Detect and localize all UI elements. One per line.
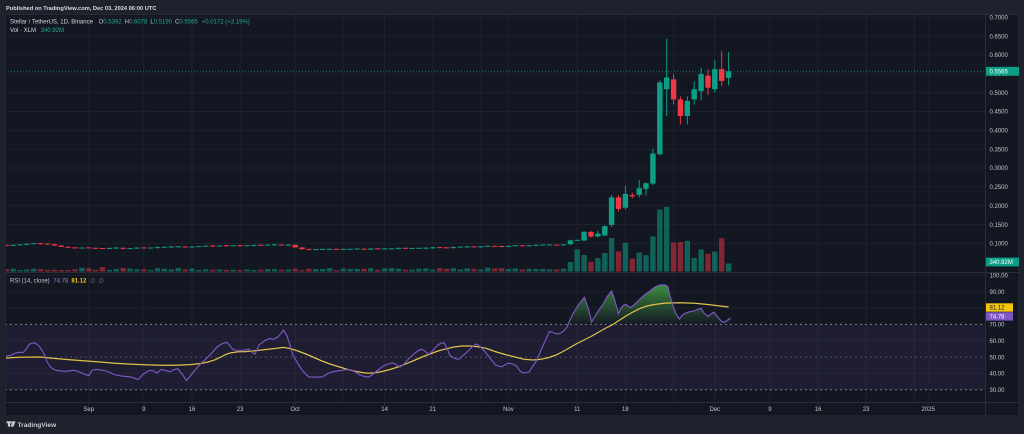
svg-text:14: 14 [381, 407, 388, 413]
svg-text:11: 11 [574, 407, 581, 413]
svg-text:30.00: 30.00 [990, 388, 1006, 394]
svg-text:Vol · XLM 340.92M: Vol · XLM 340.92M [10, 28, 64, 34]
svg-text:90.00: 90.00 [990, 290, 1006, 296]
svg-text:0.2000: 0.2000 [990, 204, 1009, 210]
svg-text:40.00: 40.00 [990, 372, 1006, 378]
svg-text:0.4000: 0.4000 [990, 129, 1009, 135]
svg-text:0.5565: 0.5565 [990, 70, 1009, 76]
svg-text:60.00: 60.00 [990, 339, 1006, 345]
svg-text:100.00: 100.00 [990, 274, 1009, 280]
svg-text:0.5000: 0.5000 [990, 91, 1009, 97]
svg-text:0.1500: 0.1500 [990, 223, 1009, 229]
svg-text:Nov: Nov [503, 407, 514, 413]
svg-text:Oct: Oct [290, 407, 300, 413]
svg-text:0.7000: 0.7000 [990, 15, 1009, 21]
svg-text:74.78: 74.78 [990, 315, 1006, 321]
svg-text:9: 9 [142, 407, 146, 413]
svg-text:340.92M: 340.92M [990, 260, 1013, 266]
svg-text:Published on TradingView.com,: Published on TradingView.com, Dec 03, 20… [6, 6, 156, 12]
svg-text:Dec: Dec [710, 407, 721, 413]
svg-text:0.3500: 0.3500 [990, 147, 1009, 153]
svg-text:Sep: Sep [83, 407, 94, 413]
svg-text:0.1000: 0.1000 [990, 242, 1009, 248]
svg-text:9: 9 [768, 407, 772, 413]
svg-text:16: 16 [189, 407, 196, 413]
svg-text:81.12: 81.12 [990, 306, 1006, 312]
svg-text:0.6500: 0.6500 [990, 34, 1009, 40]
svg-text:TradingView: TradingView [18, 422, 58, 429]
svg-text:23: 23 [863, 407, 870, 413]
svg-text:70.00: 70.00 [990, 323, 1006, 329]
svg-text:Stellar / TetherUS, 1D, Binanc: Stellar / TetherUS, 1D, Binance O0.5392 H… [10, 19, 250, 25]
svg-text:0.3000: 0.3000 [990, 166, 1009, 172]
svg-text:0.6000: 0.6000 [990, 53, 1009, 59]
svg-text:50.00: 50.00 [990, 355, 1006, 361]
svg-text:18: 18 [622, 407, 629, 413]
svg-text:21: 21 [429, 407, 436, 413]
svg-text:23: 23 [237, 407, 244, 413]
svg-text:0.4500: 0.4500 [990, 110, 1009, 116]
svg-text:2025: 2025 [921, 407, 935, 413]
svg-text:0.2500: 0.2500 [990, 185, 1009, 191]
svg-text:16: 16 [815, 407, 822, 413]
